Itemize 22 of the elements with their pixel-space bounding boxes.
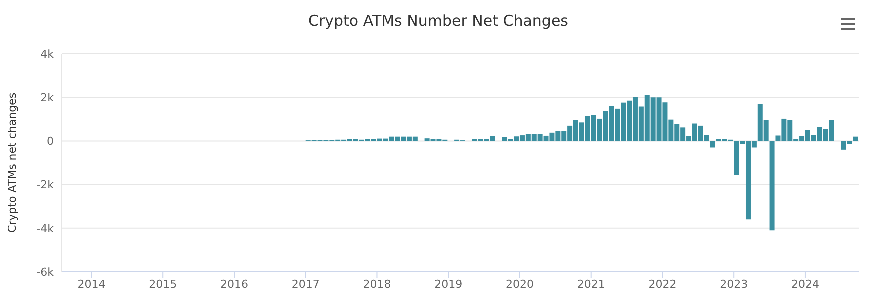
chart-title: Crypto ATMs Number Net Changes <box>307 11 570 32</box>
x-tick-label: 2016 <box>220 278 248 291</box>
x-tick-label: 2024 <box>791 278 820 291</box>
x-tick-label: 2020 <box>506 278 534 291</box>
x-tick-label: 2014 <box>78 278 106 291</box>
y-tick-label: 2k <box>40 92 55 105</box>
x-tick-label: 2017 <box>292 278 320 291</box>
bar <box>770 141 775 231</box>
x-tick-label: 2021 <box>577 278 606 291</box>
y-axis-title: Crypto ATMs net changes <box>6 92 19 234</box>
y-tick-label: -4k <box>36 222 55 236</box>
y-tick-label: -2k <box>36 178 55 192</box>
y-tick-label: -6k <box>36 266 55 279</box>
x-tick-label: 2019 <box>434 278 463 291</box>
y-tick-label: 4k <box>40 48 55 61</box>
x-tick-label: 2015 <box>149 278 178 291</box>
y-tick-label: 0 <box>47 135 54 148</box>
bar <box>710 141 716 148</box>
x-tick-label: 2022 <box>648 278 677 291</box>
bar <box>853 136 858 142</box>
x-tick-label: 2023 <box>720 278 748 291</box>
x-tick-label: 2018 <box>363 278 392 291</box>
